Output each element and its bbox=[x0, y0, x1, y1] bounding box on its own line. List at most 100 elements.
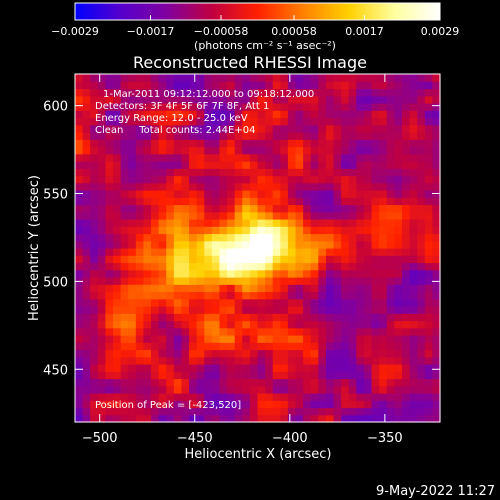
heatmap-cell bbox=[424, 342, 433, 351]
heatmap-cell bbox=[135, 349, 145, 358]
annotation-line: Energy Range: 12.0 - 25.0 keV bbox=[95, 113, 248, 124]
heatmap-cell bbox=[189, 153, 198, 162]
heatmap-cell bbox=[295, 240, 304, 249]
heatmap-cell bbox=[310, 371, 319, 380]
heatmap-cell bbox=[287, 371, 297, 380]
heatmap-cell bbox=[409, 153, 418, 162]
heatmap-cell bbox=[371, 327, 380, 336]
heatmap-cell bbox=[341, 124, 350, 133]
heatmap-cell bbox=[379, 226, 388, 235]
heatmap-cell bbox=[173, 255, 183, 264]
heatmap-cell bbox=[242, 204, 251, 213]
heatmap-cell bbox=[409, 385, 418, 394]
heatmap-cell bbox=[280, 139, 289, 148]
heatmap-cell bbox=[82, 95, 91, 104]
heatmap-cell bbox=[135, 95, 145, 104]
heatmap-cell bbox=[257, 233, 266, 242]
heatmap-cell bbox=[181, 298, 190, 307]
heatmap-cell bbox=[341, 407, 350, 416]
heatmap-cell bbox=[181, 226, 190, 235]
heatmap-cell bbox=[333, 291, 342, 300]
heatmap-cell bbox=[272, 327, 281, 336]
heatmap-cell bbox=[105, 81, 114, 90]
heatmap-cell bbox=[295, 219, 304, 227]
heatmap-cell bbox=[151, 262, 160, 271]
heatmap-cell bbox=[371, 378, 380, 387]
heatmap-cell bbox=[211, 153, 221, 162]
heatmap-cell bbox=[265, 248, 274, 256]
heatmap-cell bbox=[242, 139, 251, 148]
heatmap-cell bbox=[409, 204, 418, 213]
heatmap-cell bbox=[189, 349, 198, 358]
heatmap-cell bbox=[265, 132, 274, 140]
heatmap-cell bbox=[265, 110, 274, 119]
heatmap-cell bbox=[265, 349, 274, 358]
heatmap-cell bbox=[75, 327, 84, 336]
heatmap-cell bbox=[181, 240, 190, 249]
heatmap-cell bbox=[204, 269, 213, 278]
heatmap-cell bbox=[90, 182, 99, 191]
heatmap-cell bbox=[90, 211, 99, 220]
heatmap-cell bbox=[386, 313, 395, 322]
heatmap-cell bbox=[287, 298, 297, 307]
heatmap-cell bbox=[82, 313, 91, 322]
heatmap-cell bbox=[105, 240, 114, 249]
heatmap-cell bbox=[234, 313, 243, 322]
heatmap-cell bbox=[90, 124, 99, 133]
heatmap-cell bbox=[265, 124, 274, 133]
heatmap-cell bbox=[318, 168, 327, 177]
heatmap-cell bbox=[97, 161, 107, 169]
heatmap-cell bbox=[158, 219, 167, 227]
heatmap-cell bbox=[356, 255, 365, 264]
heatmap-cell bbox=[409, 393, 418, 401]
heatmap-cell bbox=[113, 204, 122, 213]
heatmap-cell bbox=[249, 74, 259, 82]
heatmap-cell bbox=[265, 407, 274, 416]
heatmap-cell bbox=[211, 175, 221, 184]
heatmap-cell bbox=[265, 226, 274, 235]
heatmap-cell bbox=[409, 190, 418, 198]
heatmap-cell bbox=[348, 219, 357, 227]
heatmap-cell bbox=[401, 103, 411, 111]
heatmap-cell bbox=[82, 81, 91, 90]
heatmap-cell bbox=[280, 153, 289, 162]
heatmap-cell bbox=[280, 146, 289, 155]
heatmap-cell bbox=[219, 88, 228, 97]
heatmap-cell bbox=[386, 103, 395, 111]
heatmap-cell bbox=[325, 356, 335, 365]
heatmap-cell bbox=[135, 117, 145, 126]
heatmap-cell bbox=[265, 219, 274, 227]
heatmap-cell bbox=[318, 306, 327, 314]
heatmap-cell bbox=[151, 291, 160, 300]
heatmap-cell bbox=[227, 262, 236, 271]
heatmap-cell bbox=[295, 117, 304, 126]
heatmap-cell bbox=[265, 153, 274, 162]
heatmap-cell bbox=[310, 211, 319, 220]
heatmap-cell bbox=[211, 393, 221, 401]
heatmap-cell bbox=[401, 284, 411, 293]
heatmap-cell bbox=[211, 233, 221, 242]
heatmap-cell bbox=[303, 197, 312, 206]
heatmap-cell bbox=[151, 153, 160, 162]
heatmap-cell bbox=[272, 132, 281, 140]
heatmap-cell bbox=[310, 262, 319, 271]
heatmap-cell bbox=[196, 197, 205, 206]
heatmap-cell bbox=[356, 335, 365, 343]
heatmap-cell bbox=[135, 269, 145, 278]
heatmap-cell bbox=[280, 327, 289, 336]
heatmap-cell bbox=[227, 284, 236, 293]
heatmap-cell bbox=[219, 211, 228, 220]
heatmap-cell bbox=[333, 342, 342, 351]
heatmap-cell bbox=[303, 182, 312, 191]
heatmap-cell bbox=[219, 320, 228, 329]
heatmap-cell bbox=[219, 277, 228, 285]
heatmap-cell bbox=[204, 124, 213, 133]
heatmap-cell bbox=[128, 161, 137, 169]
heatmap-cell bbox=[181, 182, 190, 191]
heatmap-cell bbox=[143, 378, 152, 387]
heatmap-cell bbox=[394, 175, 403, 184]
heatmap-cell bbox=[158, 117, 167, 126]
heatmap-cell bbox=[211, 356, 221, 365]
heatmap-cell bbox=[303, 371, 312, 380]
